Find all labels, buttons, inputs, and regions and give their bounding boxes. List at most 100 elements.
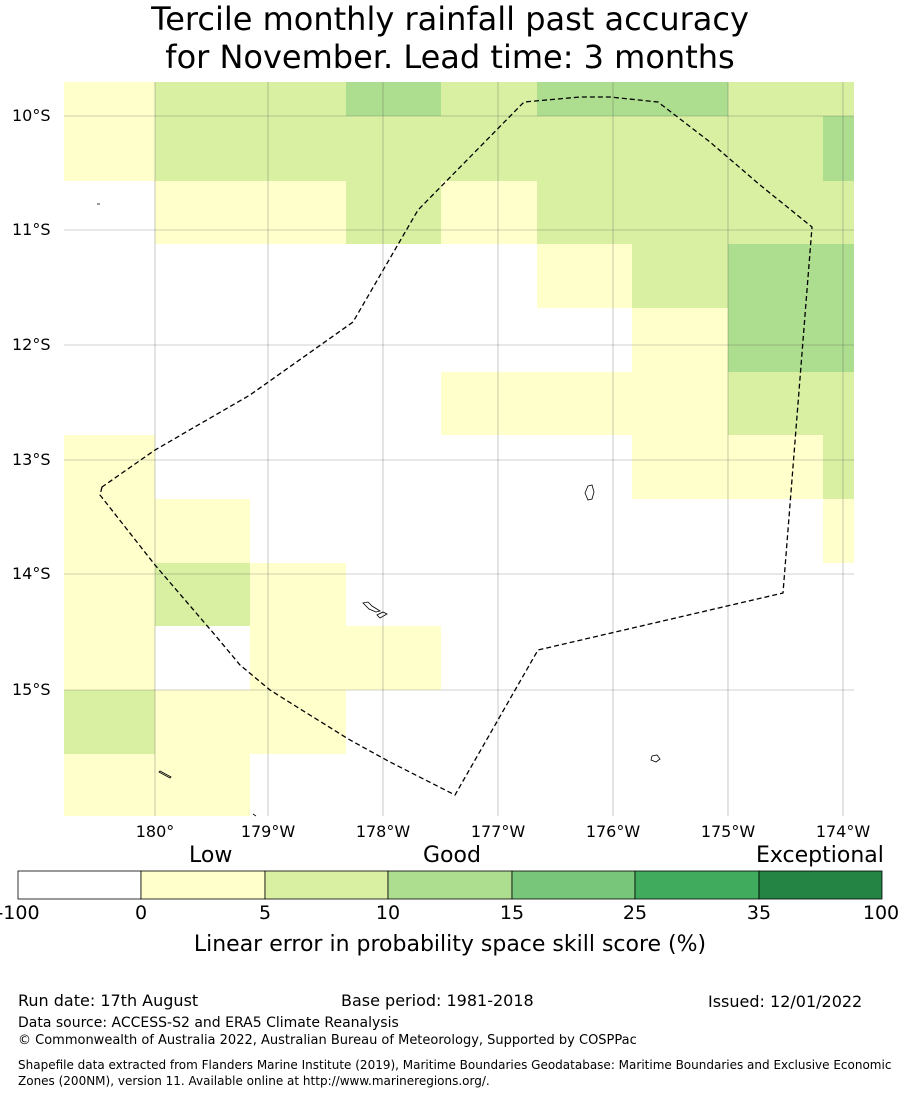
colorbar-swatch [17, 870, 142, 900]
skill-cell [64, 690, 155, 754]
skill-cell [728, 82, 823, 116]
skill-cell [250, 181, 346, 244]
category-exceptional: Exceptional [756, 843, 884, 868]
issued-date: Issued: 12/01/2022 [708, 992, 863, 1011]
skill-cell [728, 626, 823, 690]
skill-cell [632, 116, 728, 181]
skill-cell [64, 563, 155, 626]
skill-cell [728, 690, 823, 754]
skill-cell [537, 244, 632, 308]
colorbar-title: Linear error in probability space skill … [193, 932, 707, 957]
skill-cell [250, 690, 346, 754]
base-period: Base period: 1981-2018 [341, 991, 534, 1010]
longitude-label: 174°W [815, 822, 871, 841]
colorbar-tick-label: 100 [862, 902, 900, 924]
longitude-label: 179°W [240, 822, 296, 841]
skill-cell [537, 181, 632, 244]
colorbar-tick-label: 25 [622, 902, 648, 924]
skill-cell [441, 116, 537, 181]
skill-cell [155, 244, 250, 308]
longitude-label: 176°W [585, 822, 641, 841]
skill-cell [537, 372, 632, 435]
skill-cell [537, 563, 632, 626]
skill-cell [64, 116, 155, 181]
skill-cell [728, 181, 823, 244]
skill-cell [64, 754, 155, 816]
skill-cell [64, 308, 155, 372]
skill-cell [155, 116, 250, 181]
skill-cell [64, 435, 155, 499]
skill-cell [632, 181, 728, 244]
latitude-label: 10°S [12, 106, 51, 125]
latitude-label: 15°S [12, 680, 51, 699]
skill-cell [155, 754, 250, 816]
skill-cell [346, 116, 441, 181]
skill-cell [823, 308, 854, 372]
skill-cell [632, 308, 728, 372]
latitude-label: 12°S [12, 335, 51, 354]
skill-cell [823, 690, 854, 754]
islands [97, 203, 661, 817]
skill-cell [632, 435, 728, 499]
skill-cell [155, 499, 250, 563]
category-low: Low [189, 843, 233, 868]
skill-cell [64, 82, 155, 116]
skill-cell [250, 499, 346, 563]
chart-title: Tercile monthly rainfall past accuracy f… [0, 0, 900, 76]
skill-cell [346, 372, 441, 435]
latitude-label: 13°S [12, 450, 51, 469]
skill-cell [346, 563, 441, 626]
skill-cell [441, 563, 537, 626]
skill-cell [441, 244, 537, 308]
skill-cell [346, 244, 441, 308]
colorbar-tick-label: 15 [499, 902, 525, 924]
title-line-2: for November. Lead time: 3 months [165, 38, 735, 76]
skill-cell [441, 626, 537, 690]
skill-cell [632, 754, 728, 816]
skill-cell [632, 244, 728, 308]
skill-cell [250, 308, 346, 372]
skill-cell [250, 754, 346, 816]
skill-cell [823, 499, 854, 563]
longitude-label: 177°W [470, 822, 526, 841]
skill-cell [250, 82, 346, 116]
run-date: Run date: 17th August [18, 991, 199, 1010]
colorbar-swatch [387, 870, 513, 900]
skill-cells [64, 82, 854, 816]
skill-cell [346, 82, 441, 116]
colorbar-swatch [140, 870, 266, 900]
skill-cell [64, 372, 155, 435]
skill-cell [441, 435, 537, 499]
skill-cell [250, 116, 346, 181]
skill-cell [728, 435, 823, 499]
skill-cell [155, 690, 250, 754]
colorbar-tick-label: 10 [375, 902, 401, 924]
skill-cell [346, 181, 441, 244]
skill-cell [64, 181, 155, 244]
skill-cell [632, 82, 728, 116]
skill-cell [250, 626, 346, 690]
skill-cell [155, 435, 250, 499]
skill-cell [250, 435, 346, 499]
colorbar-tick-label: -100 [0, 902, 40, 924]
shapefile-credit: Shapefile data extracted from Flanders M… [18, 1058, 892, 1088]
skill-cell [728, 372, 823, 435]
skill-cell [823, 181, 854, 244]
longitude-label: 180° [135, 822, 175, 841]
island-south [650, 754, 661, 763]
island-west-2 [376, 611, 388, 619]
longitude-label: 175°W [700, 822, 756, 841]
skill-cell [155, 563, 250, 626]
skill-cell [346, 308, 441, 372]
colorbar-swatch [264, 870, 389, 900]
skill-cell [823, 116, 854, 181]
colorbar [17, 870, 883, 900]
skill-cell [155, 82, 250, 116]
graticule [64, 82, 854, 816]
skill-cell [537, 626, 632, 690]
skill-cell [728, 244, 823, 308]
island-east [584, 484, 595, 501]
island-tiny-2 [252, 813, 257, 817]
skill-cell [64, 626, 155, 690]
